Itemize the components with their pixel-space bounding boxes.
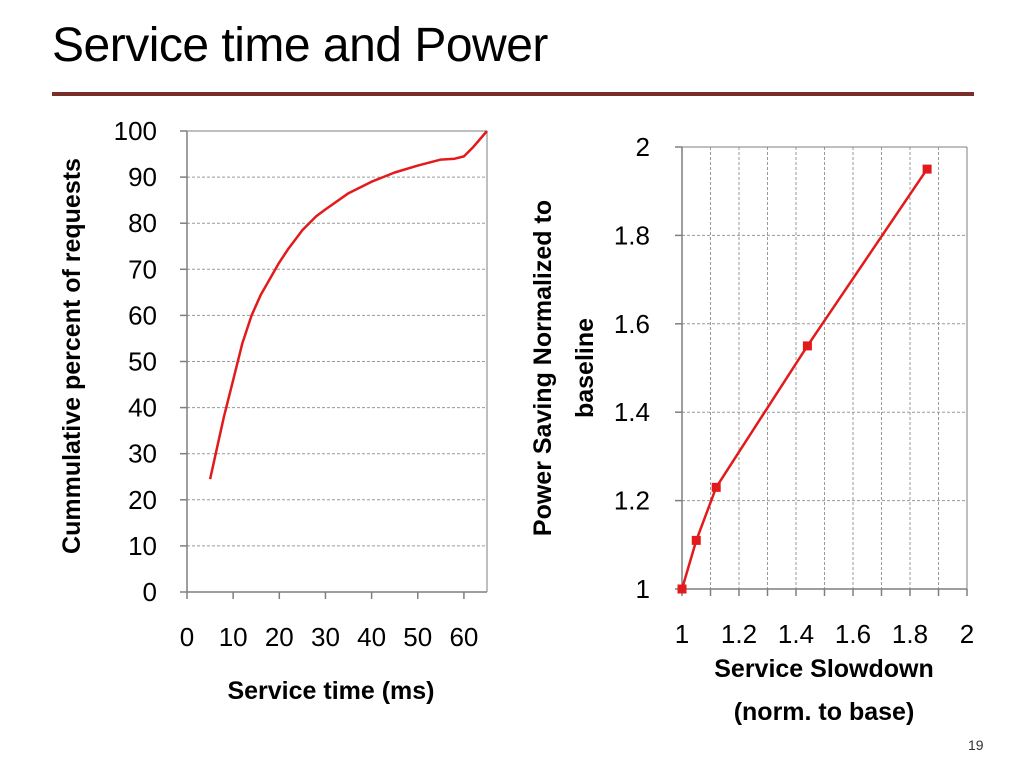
- y-tick-label: 0: [143, 577, 157, 607]
- data-point-marker: [691, 535, 701, 545]
- y-tick-label: 30: [128, 439, 157, 469]
- x-axis-title: Service time (ms): [227, 677, 434, 705]
- x-tick-label: 1.2: [721, 619, 757, 649]
- data-point-marker: [711, 482, 721, 492]
- y-tick-label: 90: [128, 162, 157, 192]
- y-tick-label: 2: [636, 132, 650, 162]
- x-tick-label: 1.4: [778, 619, 814, 649]
- x-tick-label: 1.6: [835, 619, 871, 649]
- y-axis-title: Cummulative percent of requests: [58, 158, 86, 554]
- x-tick-label: 40: [357, 622, 386, 652]
- cdf-chart: 0 10 20 30 40 50 60 70 80 90 100 0 10 20 30 40 50 60 Servi…: [58, 116, 488, 705]
- y-tick-label: 1.2: [614, 486, 650, 516]
- slide-title: Service time and Power: [52, 19, 548, 72]
- y-tick-label: 1.4: [614, 397, 650, 427]
- title-rule: [52, 92, 974, 96]
- x-tick-label: 30: [311, 622, 340, 652]
- y-axis-title-line2: baseline: [571, 318, 599, 418]
- y-tick-label: 1.6: [614, 309, 650, 339]
- data-point-marker: [802, 341, 812, 351]
- x-tick-label: 1: [675, 619, 689, 649]
- page-number: 19: [968, 737, 984, 753]
- x-axis-title-line2: (norm. to base): [734, 698, 915, 726]
- y-tick-label: 20: [128, 485, 157, 515]
- y-tick-label: 100: [114, 116, 157, 146]
- y-tick-label: 80: [128, 208, 157, 238]
- y-tick-label: 50: [128, 347, 157, 377]
- data-point-marker: [677, 584, 687, 594]
- x-tick-label: 0: [180, 622, 194, 652]
- x-tick-label: 60: [449, 622, 478, 652]
- x-axis-title-line1: Service Slowdown: [714, 655, 934, 683]
- x-tick-label: 50: [403, 622, 432, 652]
- x-tick-label: 2: [960, 619, 974, 649]
- data-point-marker: [922, 164, 932, 174]
- power-series-line: [680, 168, 929, 590]
- x-tick-label: 10: [219, 622, 248, 652]
- y-tick-label: 70: [128, 254, 157, 284]
- x-tick-label: 20: [265, 622, 294, 652]
- cdf-series-line: [208, 130, 488, 480]
- y-tick-label: 10: [128, 531, 157, 561]
- y-axis-title-line1: Power Saving Normalized to: [529, 200, 557, 536]
- y-tick-label: 1: [636, 574, 650, 604]
- power-saving-chart: 1 1.2 1.4 1.6 1.8 2 1 1.2 1.4 1.6 1.8 2 Service Slow…: [529, 132, 974, 726]
- y-tick-label: 40: [128, 393, 157, 423]
- x-tick-label: 1.8: [892, 619, 928, 649]
- y-tick-label: 1.8: [614, 220, 650, 250]
- y-tick-label: 60: [128, 300, 157, 330]
